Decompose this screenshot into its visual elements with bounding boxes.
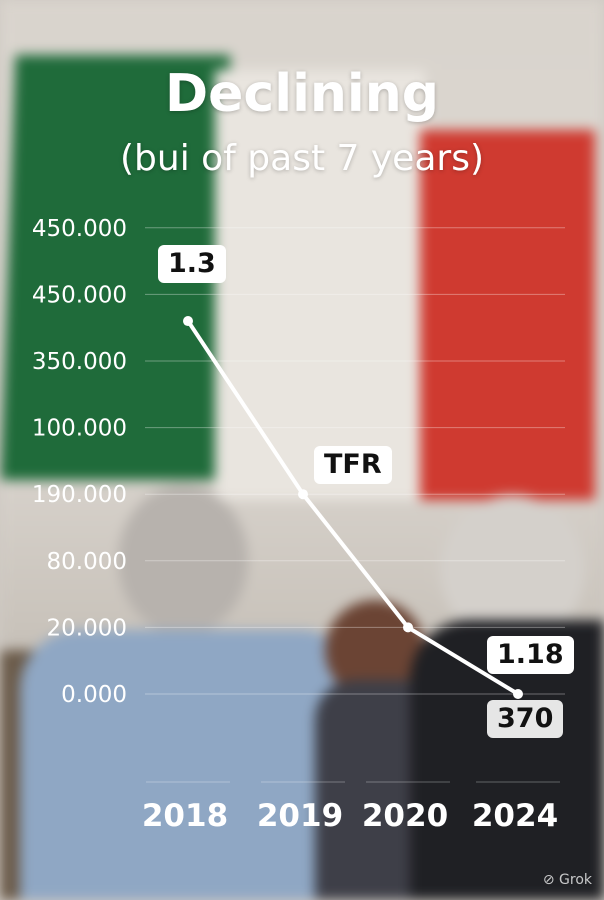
data-point-2024: [513, 689, 523, 699]
x-tick-label: 2018: [142, 798, 228, 834]
chart-title: Declining: [165, 64, 439, 124]
grok-watermark: ⊘ Grok: [543, 872, 592, 888]
x-tick-label: 2020: [362, 798, 448, 834]
chart-subtitle: (bui of past 7 years): [120, 138, 484, 179]
y-tick-label: 80.000: [47, 549, 127, 575]
y-tick-label: 450.000: [32, 216, 127, 242]
y-tick-label: 450.000: [32, 282, 127, 308]
data-point-2020: [403, 622, 413, 633]
data-label-tfr: TFR: [314, 446, 392, 484]
data-point-2018: [183, 316, 193, 327]
y-tick-label: 20.000: [47, 615, 127, 641]
y-tick-label: 0.000: [61, 682, 127, 708]
data-label-2024-count: 370: [487, 700, 564, 738]
y-tick-label: 190.000: [32, 482, 127, 508]
grok-logo-icon: ⊘: [542, 872, 555, 888]
data-label-2018: 1.3: [158, 245, 226, 283]
data-label-2024-tfr: 1.18: [487, 636, 574, 674]
y-tick-label: 100.000: [32, 416, 127, 442]
x-tick-label: 2024: [472, 798, 558, 834]
tfr-line: [186, 319, 520, 696]
watermark-text: Grok: [559, 872, 592, 888]
y-tick-label: 350.000: [32, 349, 127, 375]
data-point-2019: [298, 489, 308, 500]
x-tick-label: 2019: [257, 798, 343, 834]
